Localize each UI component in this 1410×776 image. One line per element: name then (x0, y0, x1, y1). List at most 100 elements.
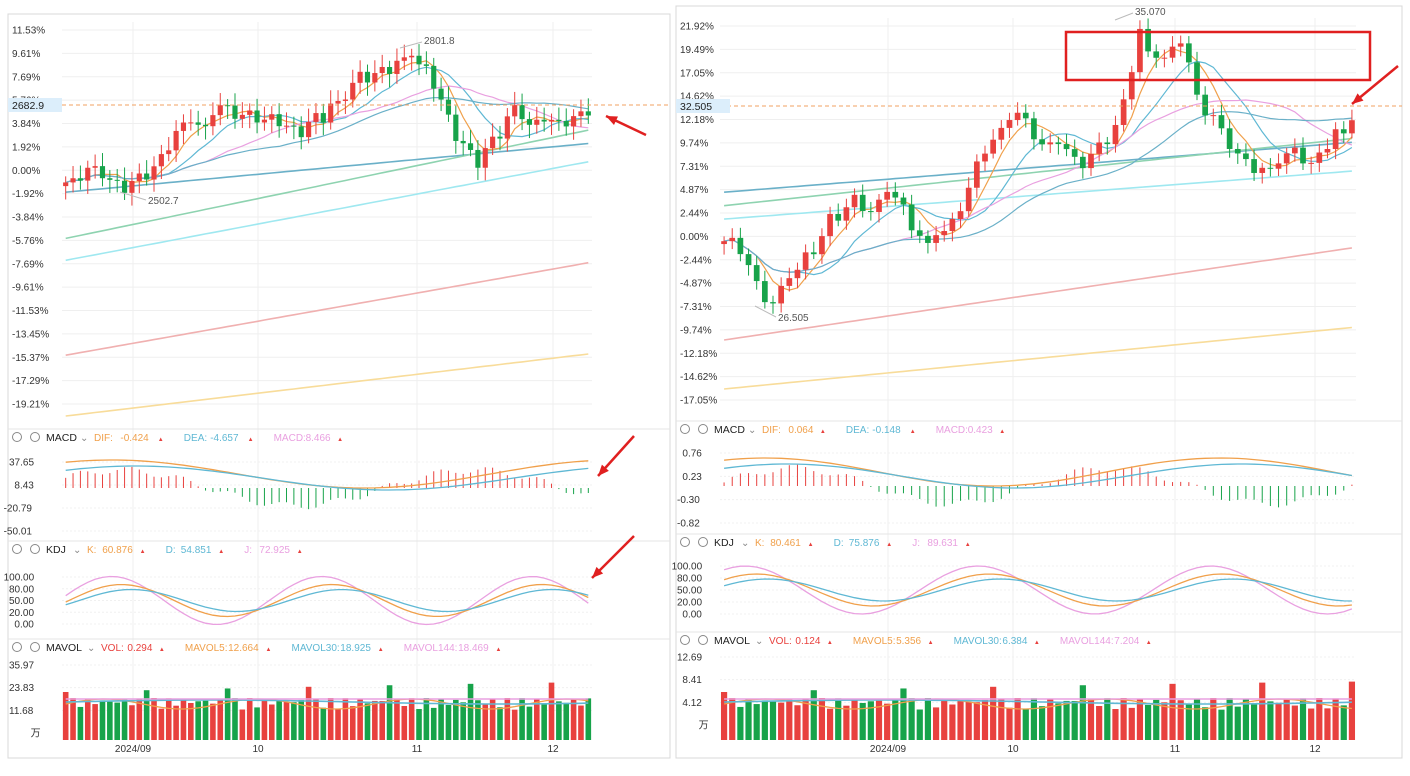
left-volume-bar (357, 699, 363, 740)
right-volume-bar (1348, 681, 1356, 740)
left-d-line (65, 588, 589, 613)
right-volume-bar (981, 699, 989, 740)
right-candle-body (802, 252, 809, 270)
left-volume-bar (62, 692, 69, 740)
right-kdj-tick-label: 20.00 (677, 598, 702, 609)
right-candle-body (810, 252, 817, 255)
left-volume-bar (460, 702, 466, 740)
left-candle-body (239, 114, 245, 119)
left-volume-bar (84, 698, 91, 740)
left-macd-settings-icon (12, 432, 22, 442)
right-candle-body (1234, 148, 1241, 154)
right-kdj-k: 80.461 (770, 538, 801, 549)
left-candle-body (217, 105, 223, 116)
right-candle-body (1079, 156, 1086, 169)
right-volume-bar (932, 707, 940, 740)
right-volume-bar (761, 700, 768, 740)
left-candle-body (129, 180, 135, 193)
right-candle-body (794, 269, 801, 279)
right-volume-bar (990, 686, 997, 740)
right-volume-bar (1324, 708, 1331, 740)
right-candle-body (1104, 142, 1111, 145)
left-macd-tick-label: 37.65 (9, 458, 34, 469)
right-candle-body (916, 230, 923, 236)
left-volume-bar (246, 698, 253, 740)
right-volume-bar (810, 690, 817, 740)
right-volume-bar (941, 698, 948, 740)
left-macd-macd_label: MACD: (274, 433, 306, 444)
right-main-tick-label: 7.31% (680, 162, 708, 173)
left-candle-body (158, 154, 164, 167)
right-volume-bar (998, 698, 1005, 740)
right-candle-body (753, 265, 760, 282)
left-kdj-d: 54.851 (181, 545, 212, 556)
right-macd-chevron-icon: ⌄ (748, 425, 756, 436)
right-volume-bar (778, 702, 785, 740)
right-volume-bar (1087, 699, 1095, 740)
right-candle-body (1071, 149, 1078, 157)
right-candle-body (908, 204, 915, 231)
right-candle-body (933, 235, 939, 243)
right-volume-bar (1332, 698, 1339, 740)
right-volume-bar (1259, 682, 1266, 740)
right-mavol-settings-icon (680, 635, 690, 645)
right-volume-bar (1202, 707, 1209, 740)
right-macd-tick-label: 0.23 (682, 472, 702, 483)
left-kdj-d-arrow-icon: ▲ (218, 549, 224, 555)
left-volume-bar (202, 700, 209, 740)
right-volume-bar (957, 700, 964, 740)
right-x-tick-label: 10 (1007, 744, 1019, 755)
right-main-tick-label: -7.31% (680, 302, 712, 313)
left-volume-bar (364, 703, 371, 740)
left-candle-body (195, 122, 201, 125)
right-mavol5-line (723, 698, 1352, 710)
left-volume-bar (151, 698, 157, 740)
right-volume-bar (1218, 709, 1225, 740)
left-candle-body (571, 116, 577, 127)
left-kdj-name: KDJ (46, 544, 66, 556)
right-volume-bar (867, 701, 874, 740)
left-volume-bar (386, 685, 393, 740)
right-macd-dif: 0.064 (788, 425, 813, 436)
right-volume-bar (908, 698, 915, 740)
right-volume-bar (826, 708, 834, 740)
left-candle-body (320, 113, 326, 123)
left-annotation-arrowhead-icon (592, 566, 604, 578)
right-low-leader (754, 305, 777, 318)
right-candle-body (973, 161, 980, 188)
right-mavol-m30-arrow-icon: ▲ (1034, 640, 1040, 646)
left-volume-bar (519, 698, 525, 740)
right-mavol-vol-arrow-icon: ▲ (827, 640, 833, 646)
right-volume-bar (1022, 709, 1029, 740)
left-macd-dea_label: DEA: (184, 433, 207, 444)
right-candle-body (1283, 153, 1290, 164)
left-candle-body (445, 99, 452, 115)
right-main-tick-label: -12.18% (680, 349, 717, 360)
left-volume-bar (526, 706, 533, 740)
left-candle-body (401, 57, 407, 61)
left-volume-bar (165, 698, 172, 740)
right-candle-body (1349, 120, 1355, 134)
right-mavol-vol_label: VOL: (769, 636, 792, 647)
left-candle-body (416, 55, 422, 65)
left-volume-bar (195, 701, 201, 740)
left-volume-bar (327, 698, 334, 740)
right-volume-bar (1169, 683, 1176, 740)
right-macd-close-icon (698, 424, 708, 434)
right-candle-body (745, 254, 752, 266)
left-mavol-tick-label: 23.83 (9, 683, 34, 694)
left-volume-bar (291, 702, 297, 740)
left-mavol-name: MAVOL (46, 642, 82, 654)
right-main-tick-label: 4.87% (680, 185, 708, 196)
right-main-tick-label: 2.44% (680, 209, 708, 220)
right-volume-bar (973, 702, 980, 740)
right-high-leader (1114, 12, 1134, 21)
left-candle-body (394, 60, 400, 74)
left-main-tick-label: -7.69% (12, 259, 44, 270)
left-candle-body (77, 178, 83, 181)
right-candle-body (1267, 167, 1274, 169)
right-mavol-m144-arrow-icon: ▲ (1146, 640, 1152, 646)
left-ma60-line (65, 129, 589, 240)
right-candle-body (778, 285, 785, 304)
left-kdj-tick-label: 80.00 (9, 584, 34, 595)
